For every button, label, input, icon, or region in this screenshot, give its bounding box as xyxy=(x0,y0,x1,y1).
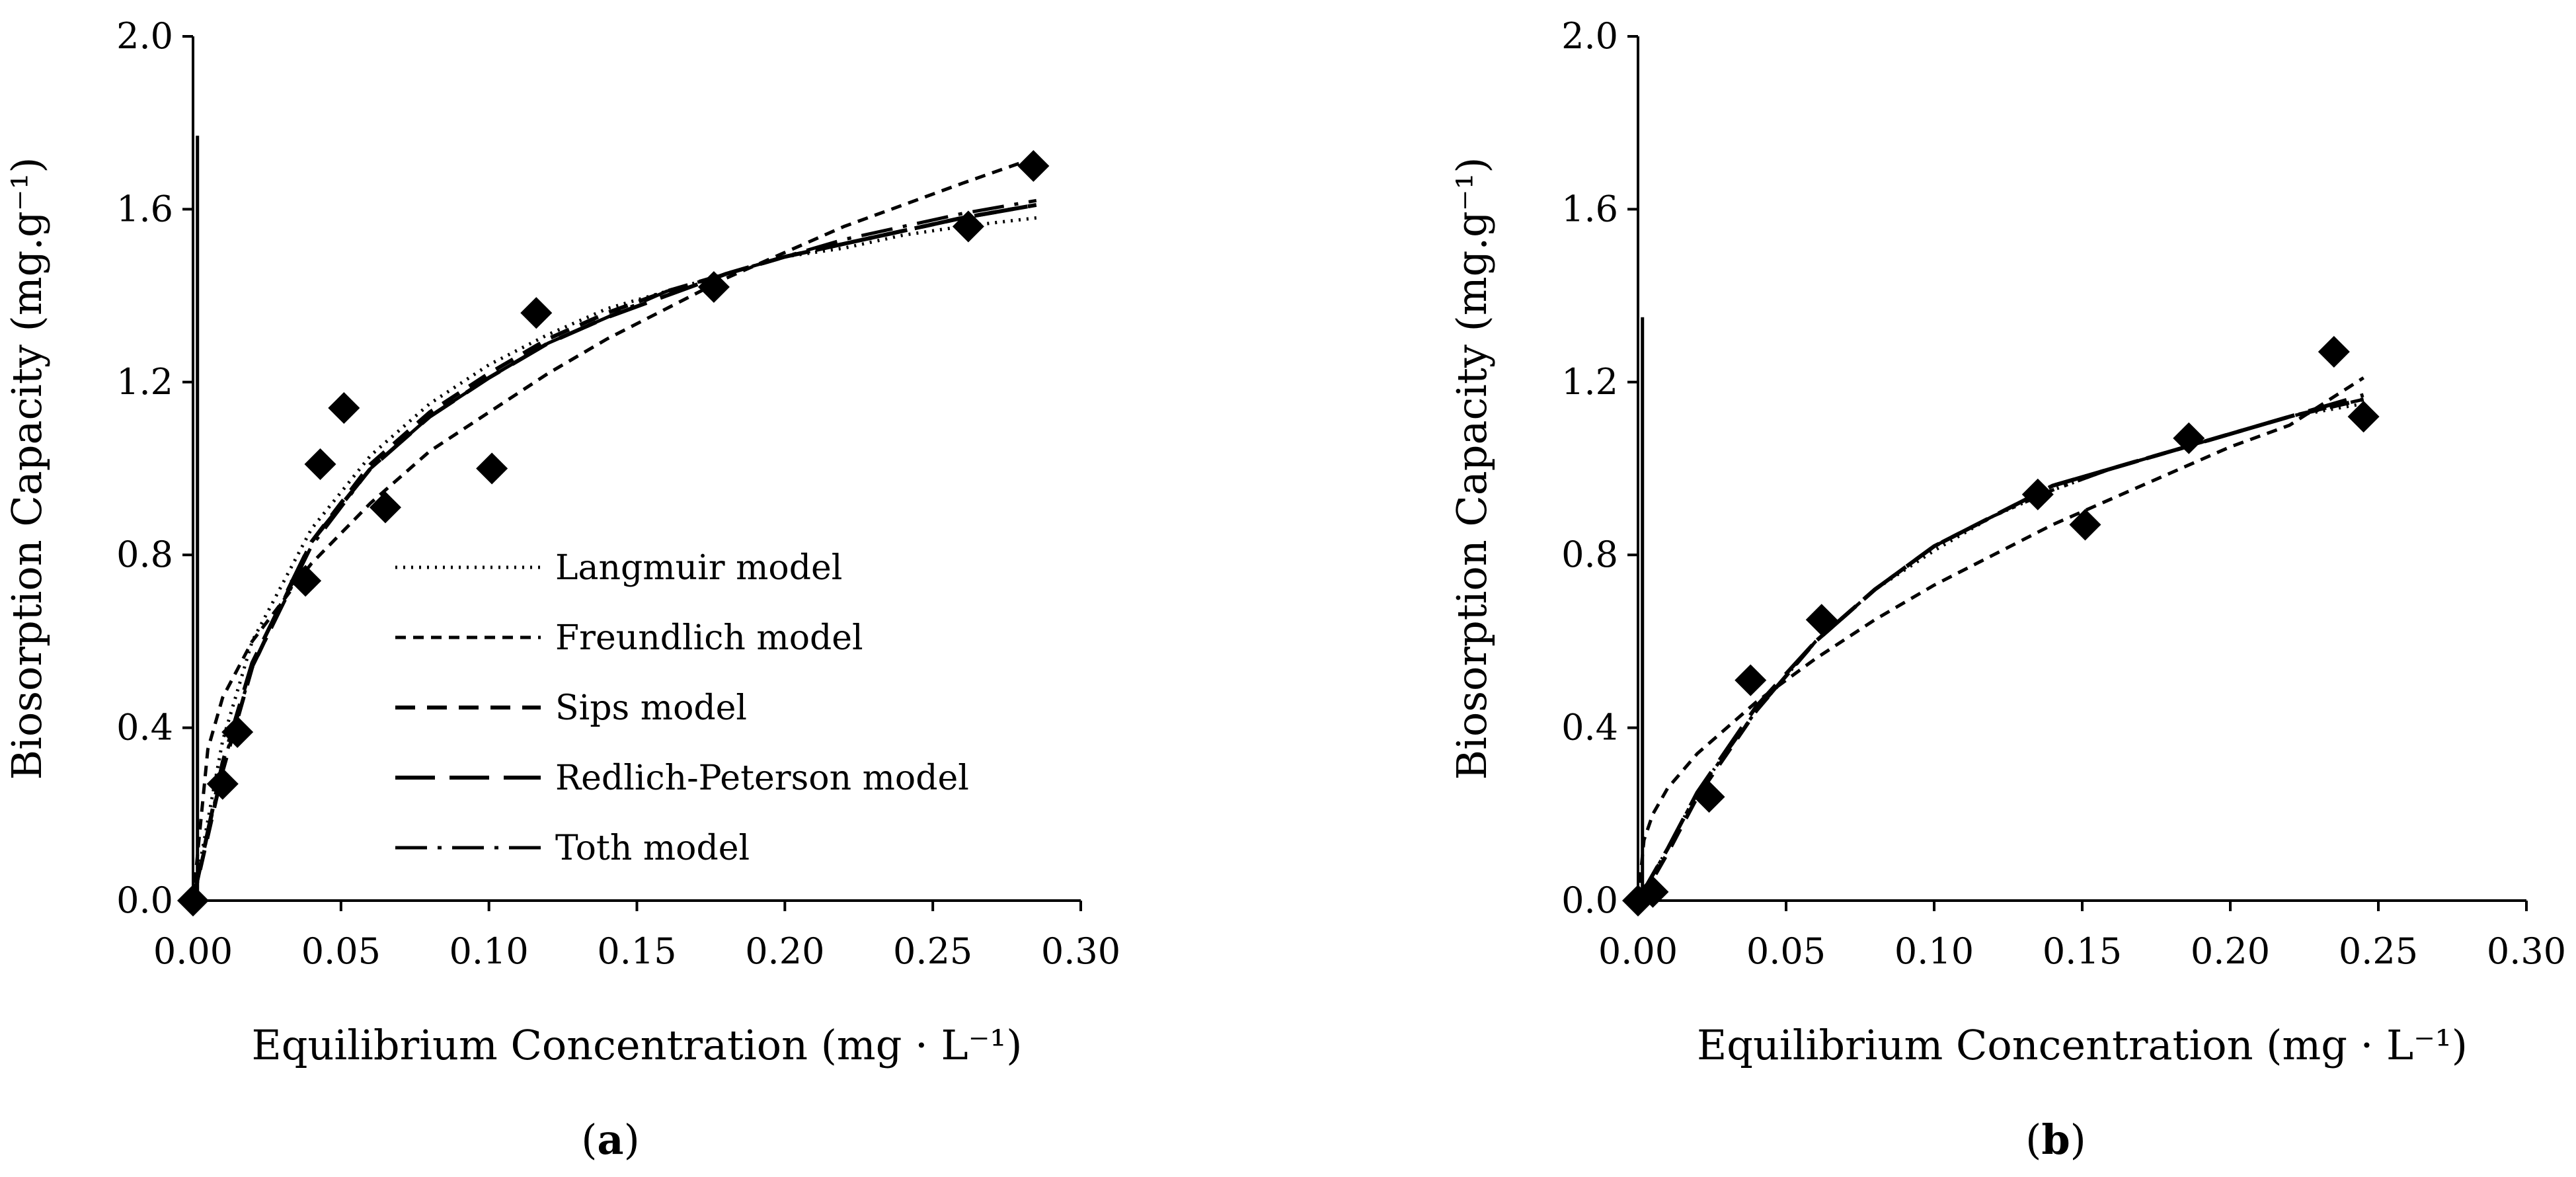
legend-label: Toth model xyxy=(555,829,750,868)
data-point-marker xyxy=(1735,664,1767,696)
data-point-marker xyxy=(2347,401,2380,433)
x-tick-label: 0.05 xyxy=(301,930,381,972)
legend-label: Langmuir model xyxy=(555,548,842,588)
panel-label-close-paren: ) xyxy=(624,1116,640,1164)
panel-label-open-paren: ( xyxy=(2025,1116,2041,1164)
data-point-marker xyxy=(304,448,336,480)
y-tick-label: 0.8 xyxy=(116,534,173,575)
series-line-freundlich-model xyxy=(1636,376,2364,901)
data-point-marker xyxy=(2021,478,2054,510)
x-tick-label: 0.20 xyxy=(745,930,824,972)
data-point-marker xyxy=(697,271,730,304)
data-point-marker xyxy=(369,491,401,524)
panel-label-close-paren: ) xyxy=(2070,1116,2086,1164)
chart-panel-a: 0.0 0.4 0.8 1.2 1.6 2.0 0.00 0.05 0.10 0.15 0.20 0.… xyxy=(3,15,1120,1164)
x-tick-label: 0.25 xyxy=(2339,930,2418,972)
y-tick-label: 1.2 xyxy=(1561,361,1618,403)
x-tick-label: 0.10 xyxy=(1894,930,1974,972)
series-line-toth-model xyxy=(191,198,1037,901)
x-tick-label: 0.05 xyxy=(1746,930,1826,972)
panel-label-open-paren: ( xyxy=(581,1116,597,1164)
x-tick-label: 0.30 xyxy=(2487,930,2566,972)
x-tick-label: 0.20 xyxy=(2191,930,2270,972)
x-tick-label: 0.15 xyxy=(2043,930,2122,972)
series-line-sips-model xyxy=(1636,397,2364,902)
series-line-redlich-peterson-model xyxy=(191,202,1037,901)
data-point-marker xyxy=(476,452,508,485)
data-point-marker xyxy=(328,392,360,425)
x-axis-title: Equilibrium Concentration (mg · L⁻¹) xyxy=(1697,1021,2468,1069)
data-point-marker xyxy=(520,297,553,329)
x-tick-label: 0.25 xyxy=(893,930,972,972)
y-axis-title: Biosorption Capacity (mg.g⁻¹) xyxy=(3,157,51,780)
data-point-marker xyxy=(1637,875,1669,908)
data-point-marker xyxy=(2069,508,2101,541)
data-point-marker xyxy=(221,716,254,749)
legend-label: Redlich-Peterson model xyxy=(555,758,969,798)
data-point-marker xyxy=(2318,336,2350,368)
series-line-freundlich-model xyxy=(191,155,1037,901)
data-point-marker xyxy=(2173,422,2205,454)
y-tick-label: 0.0 xyxy=(116,879,173,921)
series-line-langmuir-model xyxy=(1636,402,2364,902)
y-tick-label: 2.0 xyxy=(116,15,173,57)
legend-label: Freundlich model xyxy=(555,618,863,658)
data-point-marker xyxy=(1693,781,1725,813)
data-point-marker xyxy=(952,210,984,243)
data-point-marker xyxy=(290,565,322,597)
legend-label: Sips model xyxy=(555,688,747,728)
data-point-marker xyxy=(177,885,209,916)
series-line-toth-model xyxy=(1636,397,2364,902)
panel-label-letter: a xyxy=(597,1116,623,1164)
panel-label: (b) xyxy=(2025,1116,2086,1164)
x-tick-label: 0.15 xyxy=(597,930,676,972)
x-tick-label: 0.10 xyxy=(449,930,529,972)
y-tick-label: 1.6 xyxy=(1561,188,1618,229)
data-point-marker xyxy=(1017,150,1050,183)
panel-label: (a) xyxy=(581,1116,640,1164)
x-axis-title: Equilibrium Concentration (mg · L⁻¹) xyxy=(252,1021,1023,1069)
data-point-marker xyxy=(1805,604,1838,636)
data-point-marker xyxy=(206,768,239,800)
y-tick-label: 0.0 xyxy=(1561,879,1618,921)
chart-panel-b: 0.0 0.4 0.8 1.2 1.6 2.0 0.00 0.05 0.10 0.15 0.20 0.… xyxy=(1448,15,2566,1164)
x-tick-label: 0.00 xyxy=(153,930,233,972)
y-axis-title: Biosorption Capacity (mg.g⁻¹) xyxy=(1448,157,1496,780)
y-tick-label: 0.8 xyxy=(1561,534,1618,575)
y-tick-label: 1.2 xyxy=(116,361,173,403)
x-tick-label: 0.00 xyxy=(1598,930,1678,972)
series-line-redlich-peterson-model xyxy=(1636,393,2364,902)
y-tick-label: 0.4 xyxy=(116,707,173,749)
x-tick-label: 0.30 xyxy=(1041,930,1120,972)
y-tick-label: 2.0 xyxy=(1561,15,1618,57)
y-tick-label: 1.6 xyxy=(116,188,173,229)
panel-label-letter: b xyxy=(2041,1116,2070,1164)
y-tick-label: 0.4 xyxy=(1561,707,1618,749)
